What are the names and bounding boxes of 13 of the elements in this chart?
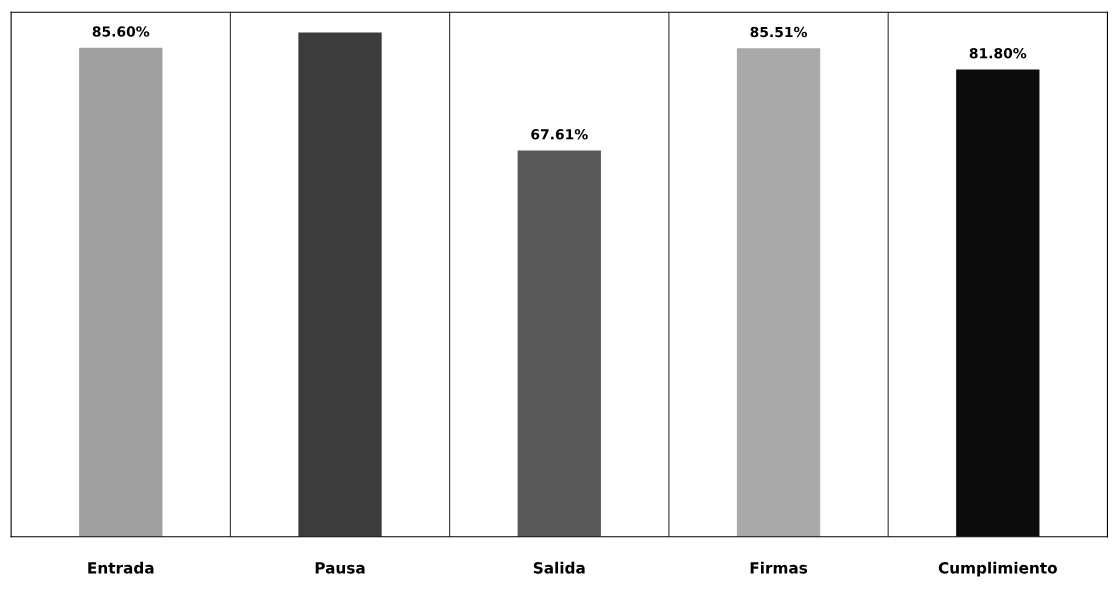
bar	[79, 47, 163, 537]
x-tick-label: Entrada	[88, 561, 154, 574]
data-label: 85.51%	[750, 26, 808, 38]
bar	[298, 32, 382, 537]
x-tick-label: Pausa	[315, 562, 365, 574]
data-label: 81.80%	[969, 47, 1027, 59]
bar	[736, 48, 821, 537]
bar	[517, 150, 601, 537]
x-tick-label: Salida	[533, 561, 585, 574]
data-label: 67.61%	[531, 129, 588, 140]
data-label: 85.60%	[92, 26, 150, 37]
x-tick-label: Cumplimiento	[938, 561, 1057, 577]
x-tick-label: Firmas	[750, 561, 808, 574]
